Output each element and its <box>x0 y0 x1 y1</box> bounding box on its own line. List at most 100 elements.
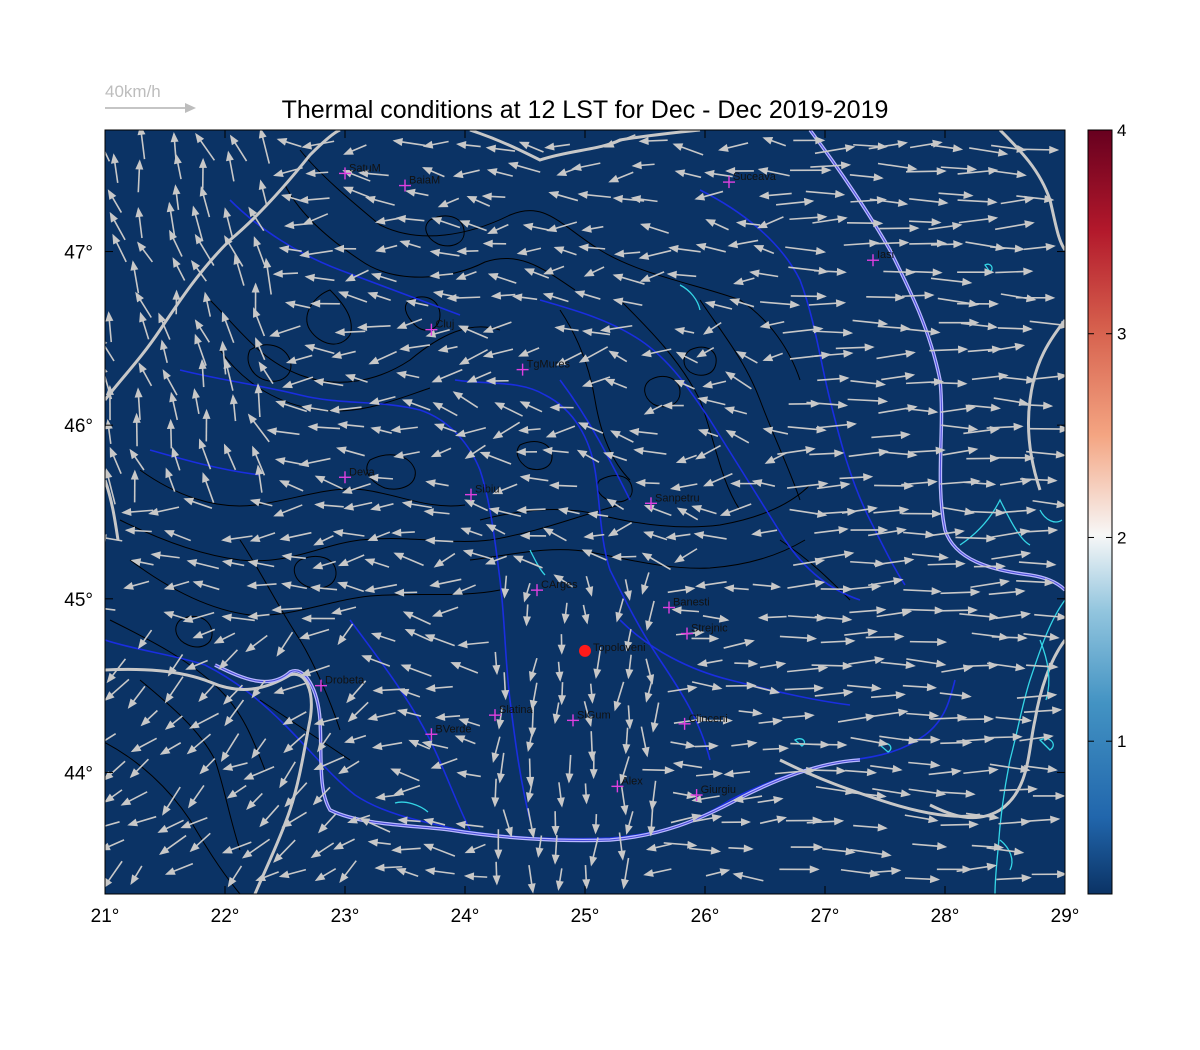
wind-arrow <box>425 684 453 693</box>
wind-arrow <box>110 153 119 183</box>
wind-arrow <box>702 614 730 623</box>
wind-arrow <box>135 159 144 193</box>
wind-arrow <box>731 739 758 748</box>
station[interactable]: SatuM <box>339 162 381 180</box>
wind-arrow <box>582 783 591 805</box>
station[interactable]: Suceava <box>723 171 777 189</box>
wind-arrow <box>786 480 829 489</box>
wind-arrow <box>198 438 212 470</box>
wind-arrow <box>258 361 274 385</box>
wind-arrow <box>266 427 300 436</box>
wind-arrow <box>518 141 544 153</box>
wind-arrow <box>930 240 964 249</box>
wind-arrow <box>166 418 175 449</box>
wind-arrow <box>283 733 306 754</box>
station[interactable]: Slatina <box>489 704 534 722</box>
wind-arrow <box>725 371 752 390</box>
colorbar-tick-label: 4 <box>1117 121 1126 140</box>
wind-arrow <box>431 368 463 383</box>
stations: SatuM BaiaM Suceava Iasi Cluj TgMures Deva Sibi… <box>315 162 894 802</box>
wind-arrow <box>522 222 551 232</box>
station[interactable]: Sanpetru <box>645 492 700 510</box>
wind-arrow <box>105 733 117 742</box>
wind-arrow <box>725 429 750 444</box>
wind-arrow <box>901 291 935 300</box>
wind-arrow <box>695 581 727 589</box>
wind-arrow <box>956 862 998 873</box>
wind-arrow <box>173 153 182 180</box>
station[interactable]: TgMures <box>516 359 571 376</box>
wind-arrow <box>753 245 775 255</box>
wind-arrow <box>188 785 205 809</box>
wind-arrow <box>437 344 458 353</box>
wind-arrow <box>645 600 655 631</box>
station[interactable]: Clinceni <box>678 713 728 730</box>
wind-arrow <box>869 867 902 875</box>
wind-arrow <box>994 453 1035 462</box>
wind-arrow <box>546 221 578 233</box>
wind-arrow <box>271 605 303 614</box>
wind-arrow <box>607 522 633 537</box>
wind-arrow <box>986 662 1026 672</box>
wind-arrow <box>310 584 338 593</box>
wind-arrow <box>433 552 456 568</box>
station[interactable]: BVerde <box>425 723 471 741</box>
wind-arrow <box>298 457 331 468</box>
station[interactable]: Giurgiu <box>690 784 736 802</box>
wind-arrow <box>450 662 479 674</box>
wind-arrow <box>625 811 634 835</box>
station[interactable]: SlGum <box>567 709 611 727</box>
wind-arrow <box>455 141 481 150</box>
colorbar-tick-label: 1 <box>1117 732 1126 751</box>
highlight-station-marker[interactable] <box>579 644 591 657</box>
wind-arrow <box>790 166 832 175</box>
wind-arrow <box>302 213 329 225</box>
wind-arrow <box>479 451 512 465</box>
station[interactable]: Alex <box>611 775 643 793</box>
station[interactable]: BaiaM <box>399 175 440 192</box>
station[interactable]: Deva <box>339 466 376 484</box>
wind-arrow <box>810 161 852 170</box>
wind-arrow <box>589 837 599 867</box>
wind-arrow <box>396 318 423 329</box>
wind-arrow <box>170 131 179 160</box>
x-axis: 21° 22° 23° 24° 25° 26° 27° 28° 29° <box>91 130 1079 927</box>
wind-arrow <box>955 534 997 543</box>
wind-arrow <box>526 727 535 753</box>
wind-arrow <box>589 755 598 780</box>
wind-arrow <box>649 780 658 811</box>
wind-arrow <box>963 766 999 775</box>
wind-arrow <box>485 523 506 535</box>
wind-arrow <box>942 446 979 456</box>
wind-arrow <box>424 634 455 647</box>
wind-arrow <box>812 215 848 224</box>
wind-arrow <box>993 170 1027 179</box>
station[interactable]: Iasi <box>867 249 894 267</box>
wind-arrow <box>251 680 266 699</box>
wind-arrow <box>995 715 1033 724</box>
wind-arrow <box>221 559 245 567</box>
wind-arrow <box>850 525 889 534</box>
wind-arrow <box>367 291 391 301</box>
wind-arrow <box>430 757 458 769</box>
wind-arrow <box>970 578 1010 589</box>
wind-arrow <box>668 244 701 253</box>
wind-arrow <box>223 207 234 240</box>
highlight-station[interactable]: Topoloveni <box>579 642 646 657</box>
wind-arrow <box>873 238 910 247</box>
station[interactable]: Banesti <box>663 597 710 614</box>
station[interactable]: CArges <box>531 579 578 597</box>
wind-arrow <box>391 845 421 854</box>
station[interactable]: Sibiu <box>465 484 499 501</box>
wind-arrow <box>735 350 758 364</box>
wind-arrow <box>762 352 783 362</box>
wind-arrow <box>674 548 698 563</box>
station[interactable]: Strejnic <box>681 623 728 640</box>
wind-arrow <box>258 130 271 164</box>
station[interactable]: Drobeta <box>315 675 365 692</box>
wind-arrow <box>987 733 1023 742</box>
wind-arrow <box>619 756 630 785</box>
wind-arrow <box>553 574 574 588</box>
station[interactable]: Cluj <box>425 319 454 336</box>
wind-arrow <box>203 291 212 317</box>
